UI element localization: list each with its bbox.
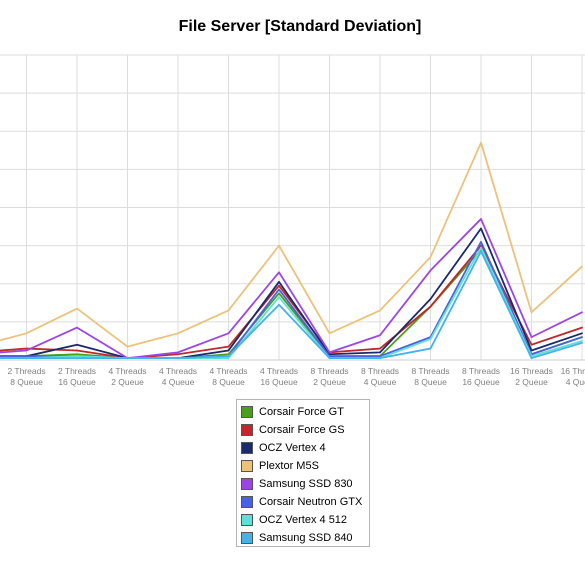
x-tick-label: 8 Threads 2 Queue bbox=[310, 366, 348, 387]
legend-item: Corsair Force GT bbox=[241, 403, 344, 421]
legend-label: Samsung SSD 840 bbox=[259, 532, 353, 544]
x-tick-label: 4 Threads 2 Queue bbox=[108, 366, 146, 387]
legend-label: Plextor M5S bbox=[259, 460, 319, 472]
x-tick-label: 4 Threads 4 Queue bbox=[159, 366, 197, 387]
legend-item: Samsung SSD 830 bbox=[241, 475, 353, 493]
series-line-ocz-vertex-4-512 bbox=[0, 246, 583, 359]
legend-item: Corsair Force GS bbox=[241, 421, 345, 439]
x-tick-label: 4 Threads 16 Queue bbox=[260, 366, 298, 387]
legend-swatch bbox=[241, 406, 253, 418]
series-line-samsung-ssd-830 bbox=[0, 218, 583, 359]
legend-swatch bbox=[241, 442, 253, 454]
legend: Corsair Force GT Corsair Force GS OCZ Vert… bbox=[236, 399, 370, 547]
series-line-samsung-ssd-840 bbox=[0, 250, 583, 359]
legend-item: Corsair Neutron GTX bbox=[241, 493, 362, 511]
legend-label: Samsung SSD 830 bbox=[259, 478, 353, 490]
x-tick-label: 8 Threads 8 Queue bbox=[411, 366, 449, 387]
x-tick-label: 2 Threads 8 Queue bbox=[7, 366, 45, 387]
legend-label: Corsair Force GT bbox=[259, 406, 344, 418]
series-line-corsair-force-gs bbox=[0, 244, 583, 359]
series-line-ocz-vertex-4 bbox=[0, 227, 583, 359]
x-tick-label: 8 Threads 16 Queue bbox=[462, 366, 500, 387]
x-tick-label: 4 Threads 8 Queue bbox=[209, 366, 247, 387]
x-tick-label: 2 Threads 16 Queue bbox=[58, 366, 96, 387]
chart-title: File Server [Standard Deviation] bbox=[178, 18, 422, 35]
legend-swatch bbox=[241, 424, 253, 436]
legend-swatch bbox=[241, 514, 253, 526]
series-lines bbox=[0, 141, 583, 359]
legend-swatch bbox=[241, 532, 253, 544]
x-tick-label: 16 Threads 2 Queue bbox=[510, 366, 553, 387]
legend-item: OCZ Vertex 4 bbox=[241, 439, 326, 457]
legend-label: OCZ Vertex 4 512 bbox=[259, 514, 348, 526]
legend-label: Corsair Force GS bbox=[259, 424, 345, 436]
legend-swatch bbox=[241, 460, 253, 472]
x-tick-label: 8 Threads 4 Queue bbox=[361, 366, 399, 387]
legend-item: Samsung SSD 840 bbox=[241, 529, 353, 547]
legend-item: OCZ Vertex 4 512 bbox=[241, 511, 347, 529]
series-line-plextor-m5s bbox=[0, 141, 583, 348]
legend-swatch bbox=[241, 478, 253, 490]
legend-label: OCZ Vertex 4 bbox=[259, 442, 326, 454]
legend-item: Plextor M5S bbox=[241, 457, 319, 475]
legend-label: Corsair Neutron GTX bbox=[259, 496, 363, 508]
legend-swatch bbox=[241, 496, 253, 508]
